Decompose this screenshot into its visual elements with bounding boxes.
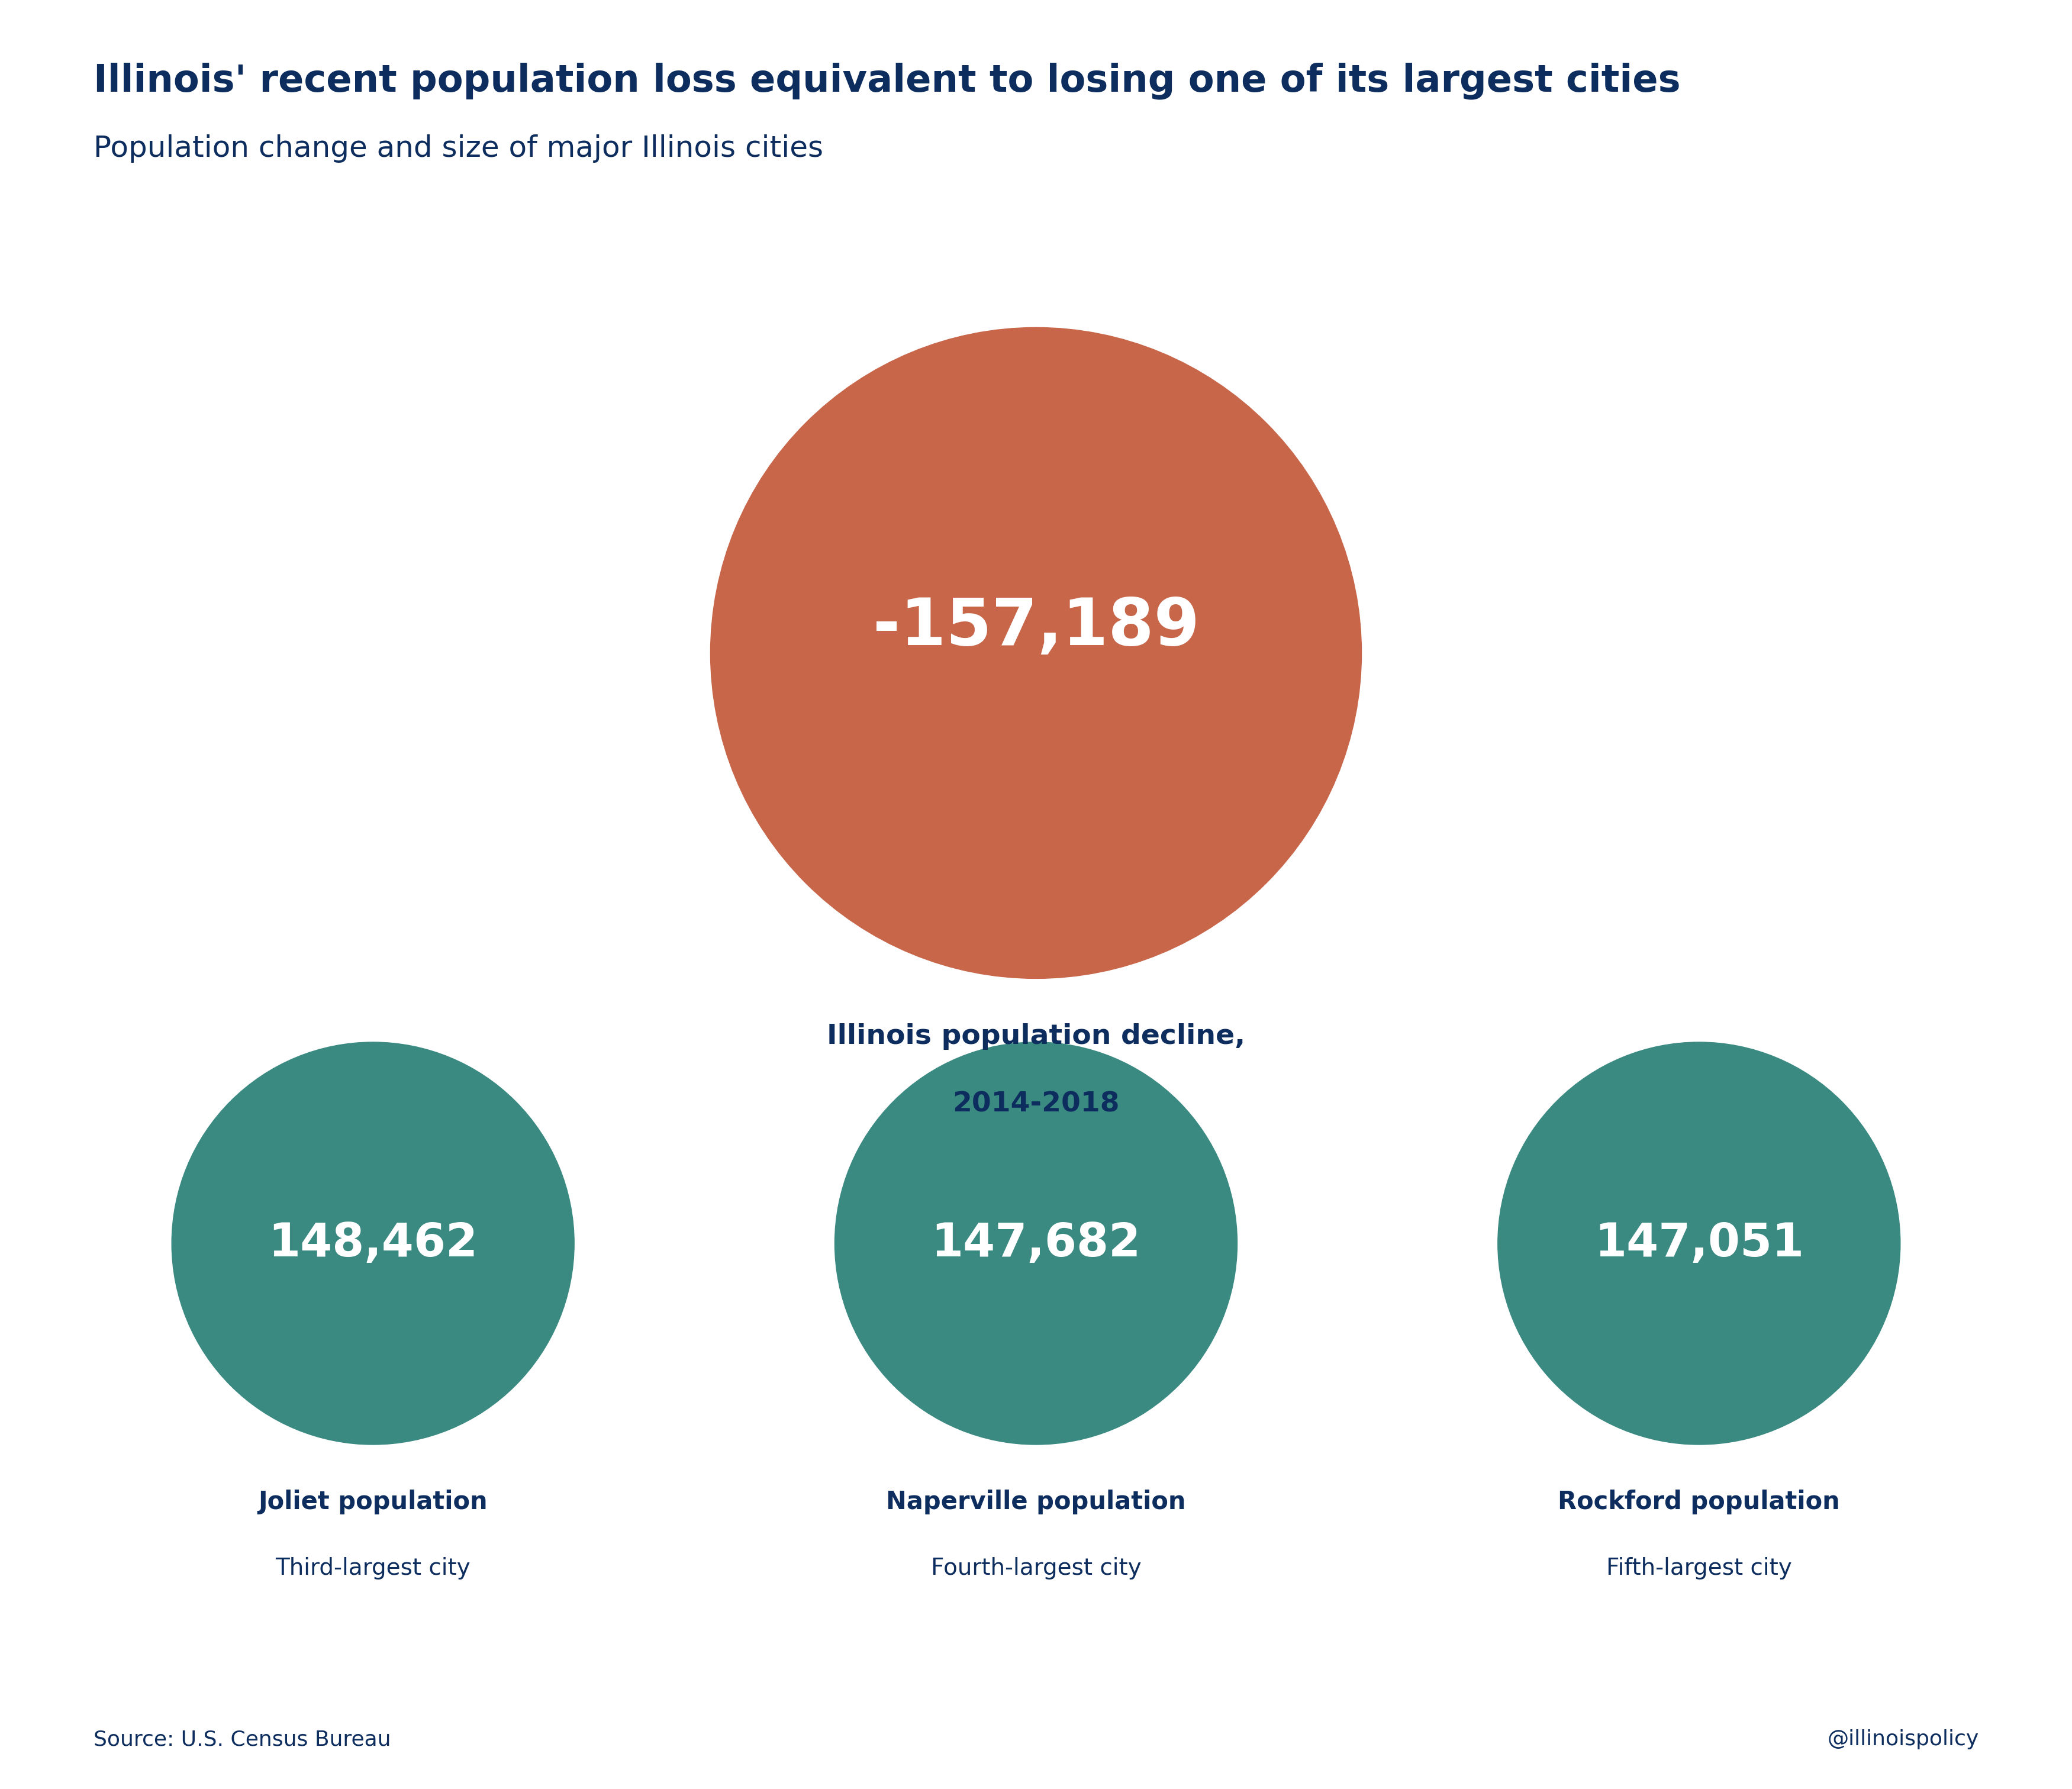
- Text: Joliet population: Joliet population: [259, 1488, 487, 1513]
- Text: @illinoispolicy: @illinoispolicy: [1828, 1730, 1979, 1750]
- Text: Fifth-largest city: Fifth-largest city: [1606, 1556, 1792, 1580]
- Text: 148,462: 148,462: [267, 1220, 479, 1267]
- Text: 147,051: 147,051: [1593, 1220, 1805, 1267]
- Ellipse shape: [711, 327, 1361, 979]
- Text: Third-largest city: Third-largest city: [276, 1556, 470, 1580]
- Text: -157,189: -157,189: [872, 596, 1200, 658]
- Text: Source: U.S. Census Bureau: Source: U.S. Census Bureau: [93, 1730, 392, 1750]
- Text: Fourth-largest city: Fourth-largest city: [930, 1556, 1142, 1580]
- Text: Rockford population: Rockford population: [1558, 1488, 1840, 1513]
- Ellipse shape: [835, 1043, 1237, 1444]
- Ellipse shape: [172, 1043, 574, 1444]
- Ellipse shape: [1498, 1043, 1900, 1444]
- Text: Naperville population: Naperville population: [887, 1488, 1185, 1513]
- Text: Population change and size of major Illinois cities: Population change and size of major Illi…: [93, 134, 823, 163]
- Text: Illinois' recent population loss equivalent to losing one of its largest cities: Illinois' recent population loss equival…: [93, 63, 1680, 100]
- Text: 147,682: 147,682: [930, 1220, 1142, 1267]
- Text: 2014-2018: 2014-2018: [953, 1091, 1119, 1118]
- Text: Illinois population decline,: Illinois population decline,: [827, 1023, 1245, 1050]
